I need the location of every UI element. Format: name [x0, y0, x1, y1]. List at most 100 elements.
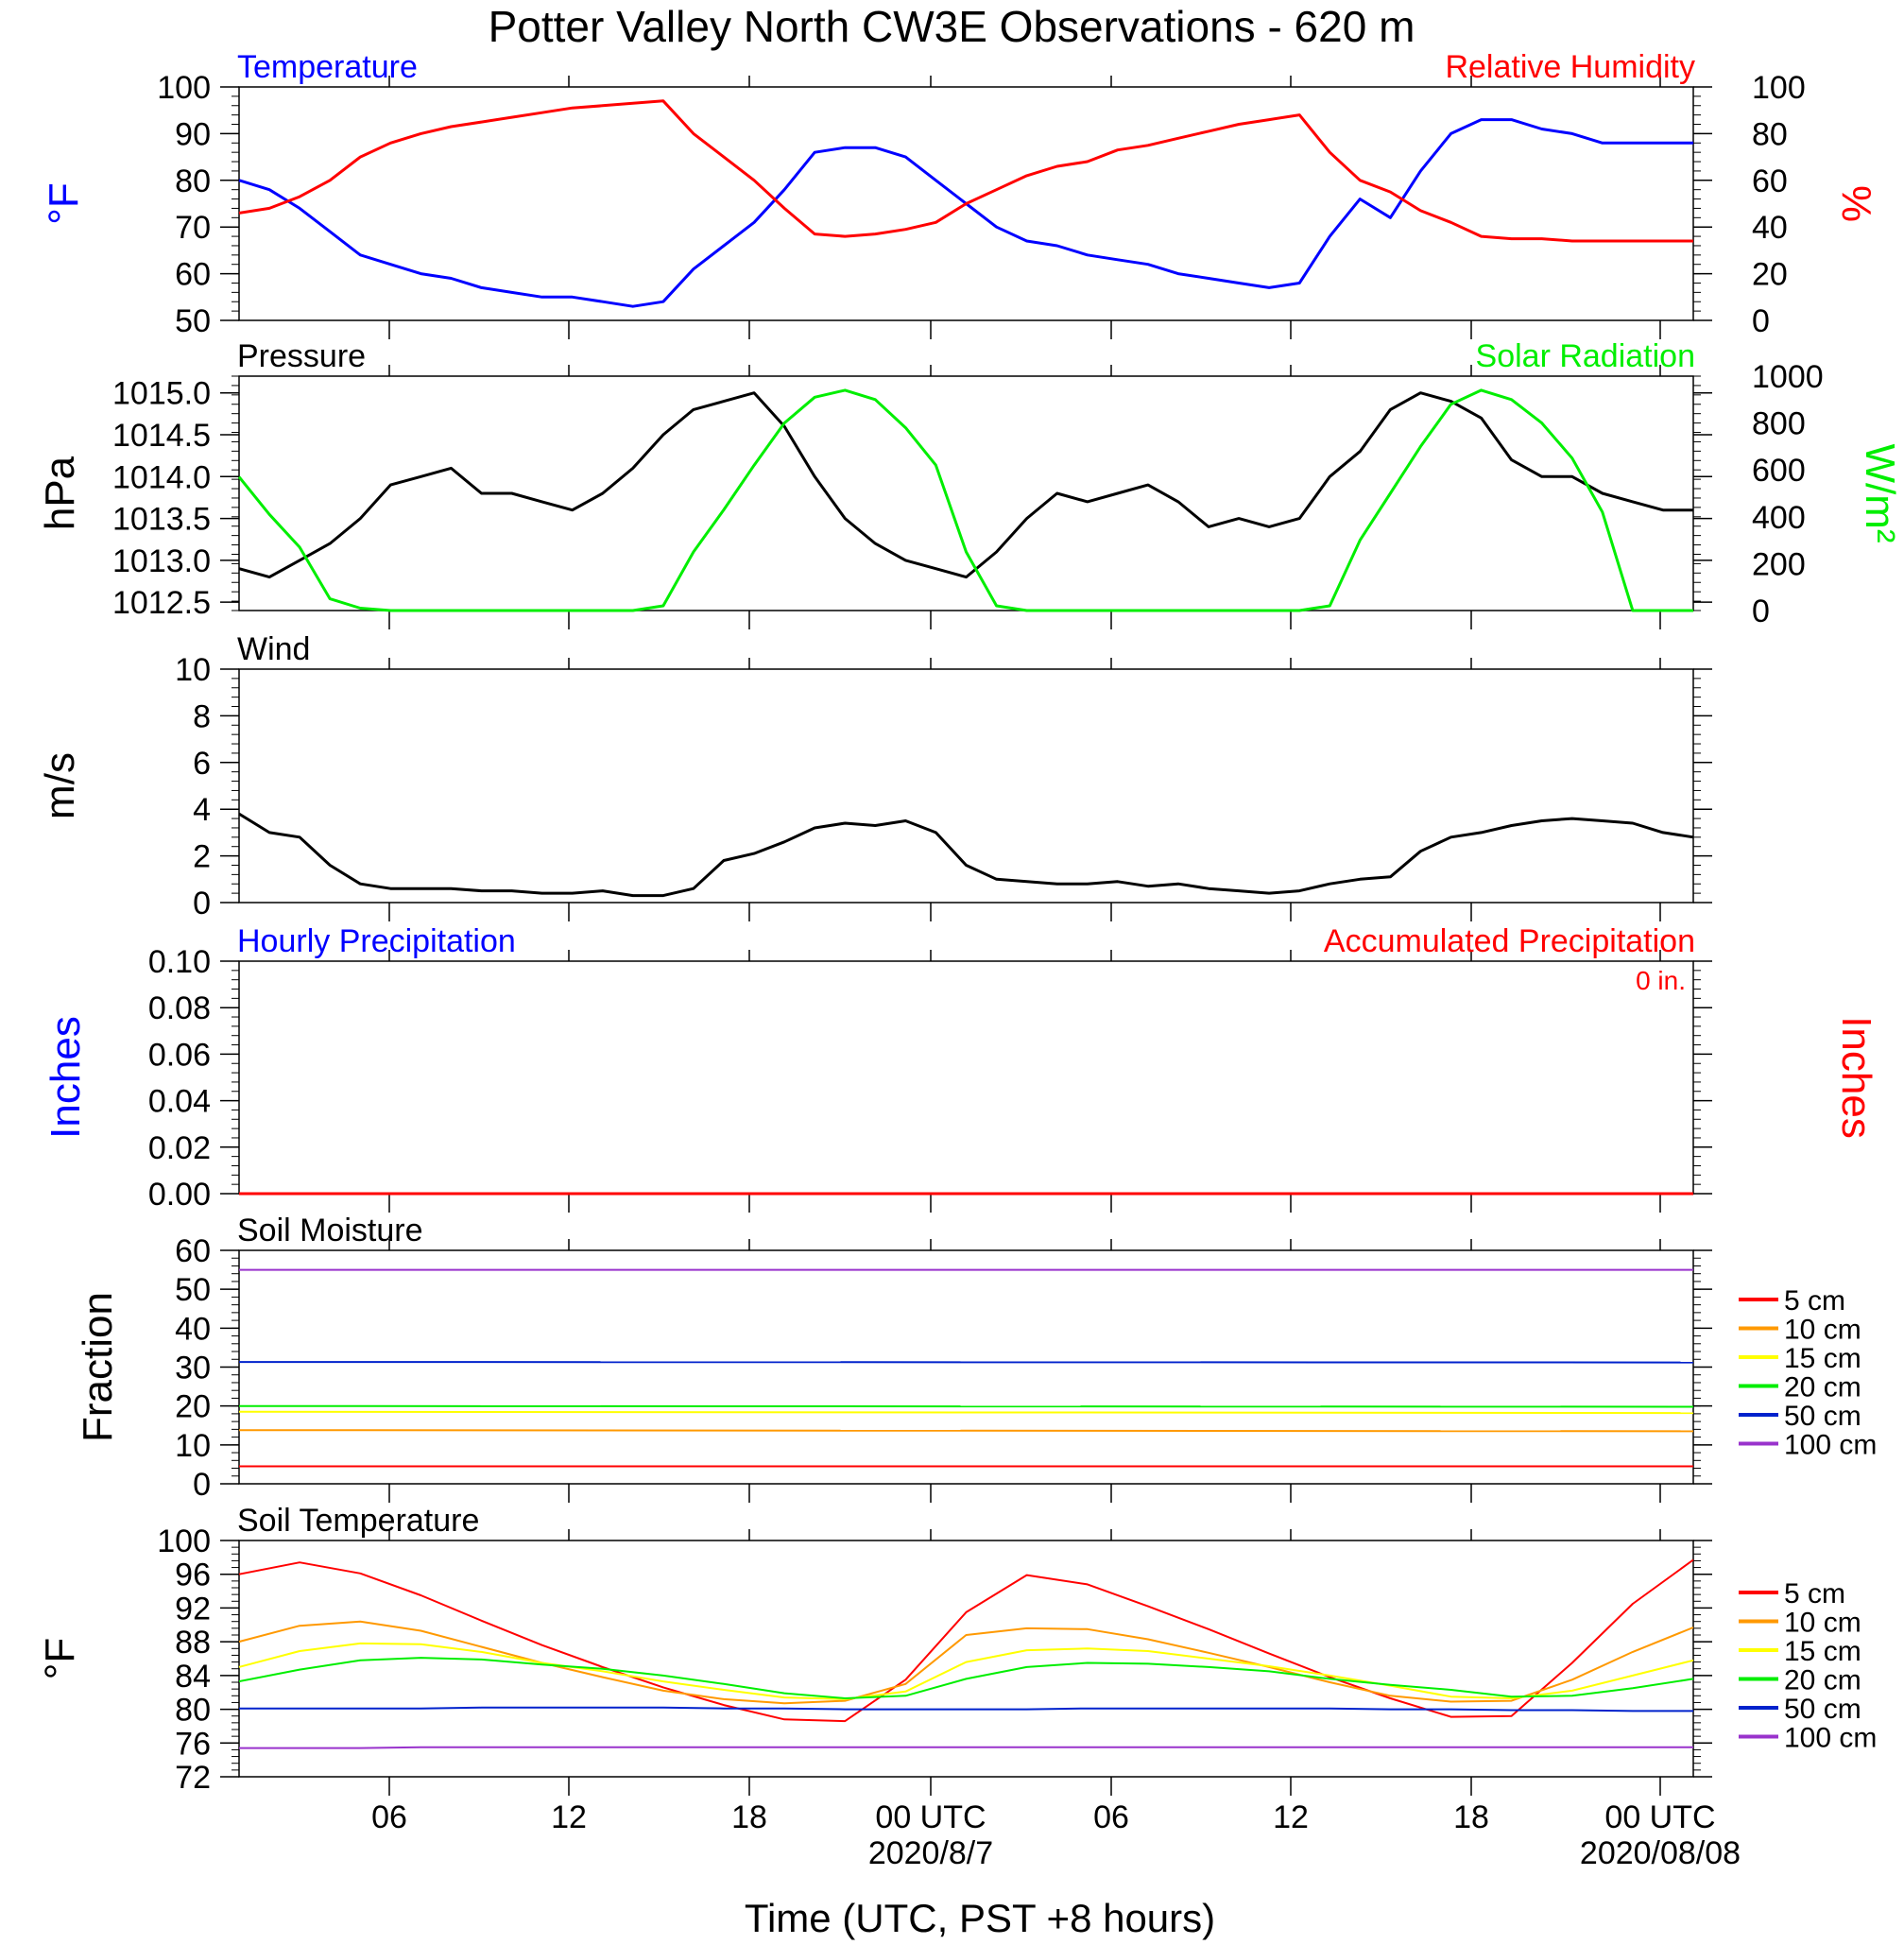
x-tick-label: 00 UTC: [1604, 1799, 1715, 1835]
plot-frame: [238, 86, 1694, 321]
y-tick-label: 100: [157, 70, 211, 106]
panel-title-right: Relative Humidity: [1445, 49, 1695, 85]
y-axis-label-right: %: [1833, 185, 1879, 222]
plot-frame: [238, 1540, 1694, 1778]
y-tick-label: 50: [175, 303, 211, 339]
y-axis-label: °F: [37, 1638, 83, 1679]
series-line-50-cm: [239, 1706, 1693, 1713]
series-line-100-cm: [239, 1746, 1693, 1749]
y-tick-label: 8: [193, 698, 211, 734]
legend-label: 5 cm: [1784, 1578, 1845, 1609]
series-line-20-cm: [238, 1657, 1694, 1699]
legend-label: 15 cm: [1784, 1343, 1861, 1374]
y-right-tick-label: 0: [1752, 303, 1770, 339]
y-tick-label: 0: [193, 886, 211, 921]
panel-title: Pressure: [237, 338, 366, 374]
legend-label: 15 cm: [1784, 1636, 1861, 1667]
y-axis-label: Fraction: [75, 1292, 121, 1442]
legend-label: 50 cm: [1784, 1694, 1861, 1725]
x-tick-label: 18: [731, 1799, 767, 1835]
y-right-tick-label: 200: [1752, 546, 1806, 582]
y-tick-label: 6: [193, 746, 211, 782]
y-tick-label: 80: [175, 1693, 211, 1729]
x-tick-label: 12: [551, 1799, 587, 1835]
x-date-label: 2020/8/7: [868, 1835, 993, 1871]
legend-label: 5 cm: [1784, 1285, 1845, 1317]
panel-title: Hourly Precipitation: [237, 923, 516, 959]
y-right-tick-label: 40: [1752, 210, 1788, 246]
series-line-wind: [238, 812, 1694, 898]
y-tick-label: 1014.0: [112, 459, 211, 495]
y-tick-label: 4: [193, 792, 211, 828]
x-tick-label: 12: [1273, 1799, 1309, 1835]
panel-title: Soil Moisture: [237, 1213, 423, 1248]
y-tick-label: 90: [175, 116, 211, 152]
y-tick-label: 0.08: [148, 990, 211, 1026]
legend-label: 10 cm: [1784, 1315, 1861, 1346]
x-tick-label: 18: [1453, 1799, 1489, 1835]
y-tick-label: 80: [175, 164, 211, 199]
y-tick-label: 0.00: [148, 1177, 211, 1213]
y-right-tick-label: 1000: [1752, 359, 1824, 395]
panel-hourly-precipitation: 0.00 0.02 0.04 0.06 0.08 0.10 Hourly Precipita…: [43, 923, 1879, 1213]
y-tick-label: 60: [175, 1233, 211, 1269]
y-axis-label-right: Inches: [1833, 1016, 1879, 1139]
plot-frame: [238, 1249, 1694, 1485]
y-axis-label: m/s: [37, 752, 83, 819]
y-axis-label: °F: [41, 182, 87, 224]
legend-label: 20 cm: [1784, 1372, 1861, 1403]
y-axis-label: Inches: [43, 1016, 89, 1139]
x-axis-label: Time (UTC, PST +8 hours): [745, 1896, 1215, 1940]
y-tick-label: 76: [175, 1726, 211, 1762]
series-line-15-cm: [238, 1410, 1694, 1415]
y-right-tick-label: 0: [1752, 594, 1770, 629]
y-tick-label: 0.06: [148, 1037, 211, 1073]
y-right-tick-label: 600: [1752, 453, 1806, 489]
legend-label: 50 cm: [1784, 1401, 1861, 1432]
y-axis-label: hPa: [37, 456, 83, 530]
y-tick-label: 0: [193, 1467, 211, 1503]
y-tick-label: 50: [175, 1272, 211, 1308]
y-tick-label: 70: [175, 210, 211, 246]
y-tick-label: 40: [175, 1311, 211, 1347]
y-tick-label: 88: [175, 1625, 211, 1661]
series-line-solar-radiation: [237, 388, 1693, 612]
y-right-tick-label: 20: [1752, 257, 1788, 293]
panel-wind: 0 2 4 6 8 10 Wind m/s: [37, 631, 1712, 921]
y-tick-label: 1013.0: [112, 543, 211, 579]
y-tick-label: 0.10: [148, 944, 211, 980]
legend-label: 10 cm: [1784, 1608, 1861, 1639]
y-tick-label: 96: [175, 1558, 211, 1593]
panel-title-right: Solar Radiation: [1476, 338, 1695, 374]
plot-frame: [238, 375, 1694, 611]
panel-title: Temperature: [237, 49, 418, 85]
y-tick-label: 72: [175, 1760, 211, 1796]
y-tick-label: 1013.5: [112, 502, 211, 538]
y-axis-label-right: W/m²: [1857, 443, 1903, 542]
x-tick-label: 06: [371, 1799, 407, 1835]
y-right-tick-label: 800: [1752, 406, 1806, 442]
series-line-10-cm: [238, 1429, 1694, 1433]
y-tick-label: 1015.0: [112, 376, 211, 412]
x-tick-label: 06: [1093, 1799, 1129, 1835]
panel-annotation: 0 in.: [1636, 966, 1686, 995]
y-tick-label: 10: [175, 1428, 211, 1464]
figure-title: Potter Valley North CW3E Observations - …: [489, 2, 1415, 51]
series-line-5-cm: [238, 1558, 1694, 1723]
y-tick-label: 10: [175, 652, 211, 688]
plot-frame: [238, 668, 1694, 904]
panel-pressure: 1012.5 1013.0 1013.5 1014.0 1014.5 1015.0 0 200…: [37, 338, 1903, 629]
panel-title: Wind: [237, 631, 310, 667]
y-tick-label: 0.04: [148, 1084, 211, 1120]
legend-label: 100 cm: [1784, 1723, 1877, 1754]
y-right-tick-label: 80: [1752, 116, 1788, 152]
series-line-50-cm: [238, 1361, 1694, 1364]
y-tick-label: 92: [175, 1591, 211, 1627]
series-line-pressure: [238, 391, 1693, 579]
y-tick-label: 60: [175, 257, 211, 293]
series-line-20-cm: [238, 1404, 1694, 1408]
y-tick-label: 20: [175, 1389, 211, 1425]
